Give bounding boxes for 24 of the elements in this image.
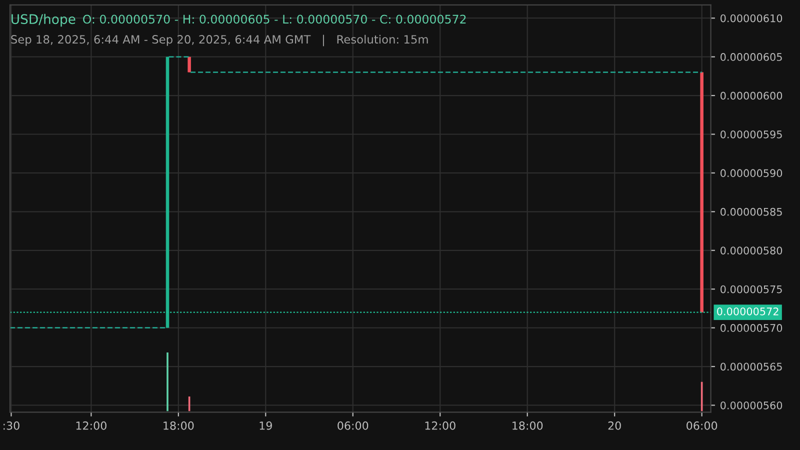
- y-tick-label: 0.00000575: [720, 285, 782, 294]
- y-tick-label: 0.00000580: [720, 246, 782, 254]
- y-tick-label: 0.00000560: [720, 401, 782, 410]
- x-tick-label: :30: [4, 421, 20, 430]
- ref-line-label: 0.00000572: [717, 307, 778, 316]
- y-tick-label: 0.00000595: [720, 130, 782, 138]
- annotation: Sep 18, 2025, 6:44 AM - Sep 20, 2025, 6:44 AM GMT | Resolution: 15m: [11, 34, 428, 46]
- y-tick-label: 0.00000605: [720, 53, 782, 61]
- x-tick-label: 06:00: [338, 421, 368, 430]
- y-tick-label: 0.00000585: [720, 208, 782, 216]
- text: O: 0.00000570 - H: 0.00000605 - L: 0.00000570 - C: 0.00000572: [83, 14, 466, 24]
- x-tick-label: 06:00: [686, 421, 718, 430]
- x-tick-label: 18:00: [512, 421, 543, 430]
- y-tick-label: 0.00000570: [720, 324, 782, 332]
- y-tick-label: 0.00000565: [720, 362, 782, 371]
- y-tick-label: 0.00000600: [720, 92, 782, 100]
- x-tick-label: 18:00: [164, 421, 194, 430]
- x-tick-label: 12:00: [425, 421, 456, 430]
- text: USD/hope: [12, 14, 76, 27]
- x-tick-label: 19: [260, 421, 272, 430]
- y-tick-label: 0.00000610: [720, 14, 782, 22]
- x-tick-label: 20: [608, 421, 621, 430]
- y-tick-label: 0.00000590: [720, 169, 782, 178]
- x-tick-label: 12:00: [76, 421, 106, 430]
